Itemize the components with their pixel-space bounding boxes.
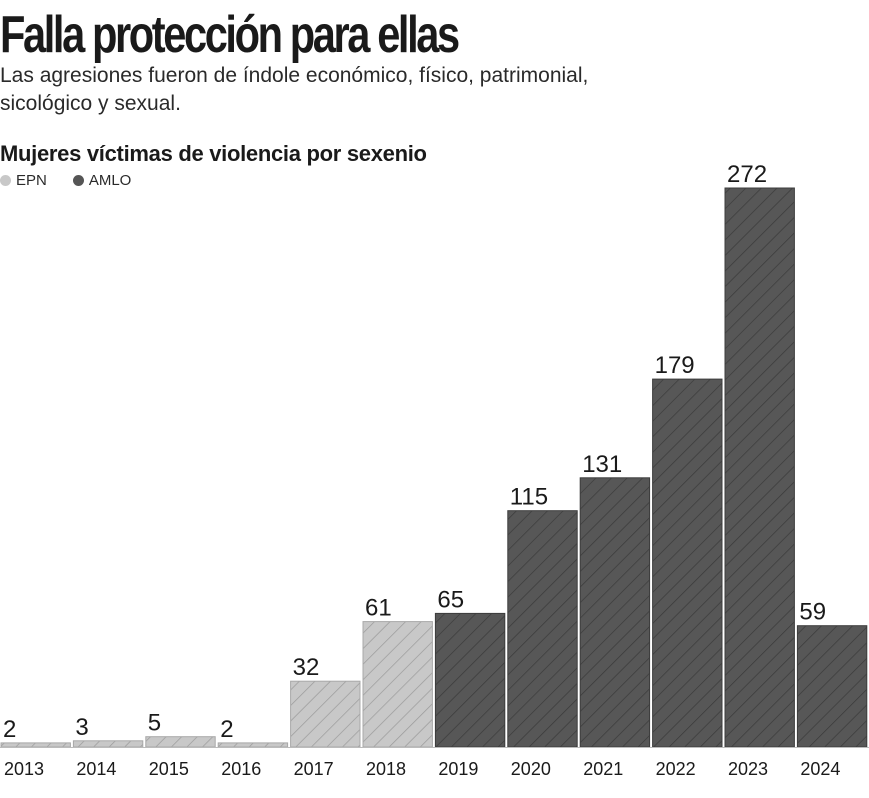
x-tick-label: 2022 <box>656 759 696 779</box>
bar-value-label: 2 <box>220 716 233 743</box>
chart-title: Mujeres víctimas de violencia por sexeni… <box>0 141 427 166</box>
x-tick-label: 2024 <box>800 759 840 779</box>
bar-2023 <box>724 187 795 748</box>
bar-value-label: 272 <box>727 161 767 188</box>
bar-2018 <box>362 621 433 748</box>
bar-2019 <box>434 612 506 748</box>
x-tick-label: 2019 <box>438 759 478 779</box>
page-title: Falla protección para ellas <box>0 6 460 64</box>
bar-2016 <box>217 742 289 748</box>
bar-2020 <box>507 510 578 748</box>
x-tick-label: 2013 <box>4 759 44 779</box>
bar-2022 <box>652 378 723 748</box>
chart-legend: EPN AMLO <box>0 172 157 189</box>
legend-item-epn: EPN <box>0 172 47 189</box>
bar-value-label: 179 <box>655 352 695 379</box>
bar-value-label: 2 <box>3 716 16 743</box>
x-tick-label: 2016 <box>221 759 261 779</box>
bar-value-label: 61 <box>365 595 392 622</box>
bar-2021 <box>579 477 651 748</box>
bar-value-label: 59 <box>799 599 826 626</box>
bar-value-label: 32 <box>293 654 320 681</box>
bar-2015 <box>145 736 216 748</box>
bar-value-label: 65 <box>437 586 464 613</box>
bar-value-label: 131 <box>582 451 622 478</box>
x-tick-label: 2021 <box>583 759 623 779</box>
x-tick-label: 2017 <box>294 759 334 779</box>
x-tick-label: 2014 <box>76 759 116 779</box>
bar-2014 <box>72 740 144 748</box>
bar-2013 <box>0 742 71 748</box>
legend-label-amlo: AMLO <box>88 172 132 189</box>
legend-item-amlo: AMLO <box>72 172 132 189</box>
legend-swatch-amlo <box>72 175 84 186</box>
legend-label-epn: EPN <box>16 172 47 189</box>
bar-value-label: 3 <box>75 714 88 741</box>
bar-value-label: 115 <box>510 484 548 511</box>
x-tick-label: 2015 <box>149 759 189 779</box>
x-tick-label: 2020 <box>511 759 551 779</box>
legend-swatch-epn <box>0 175 11 186</box>
x-tick-label: 2018 <box>366 759 406 779</box>
bar-2017 <box>290 680 361 748</box>
bar-2024 <box>796 625 868 748</box>
bar-value-label: 5 <box>148 710 161 737</box>
x-tick-label: 2023 <box>728 759 768 779</box>
page-subtitle: Las agresiones fueron de índole económic… <box>0 64 589 115</box>
